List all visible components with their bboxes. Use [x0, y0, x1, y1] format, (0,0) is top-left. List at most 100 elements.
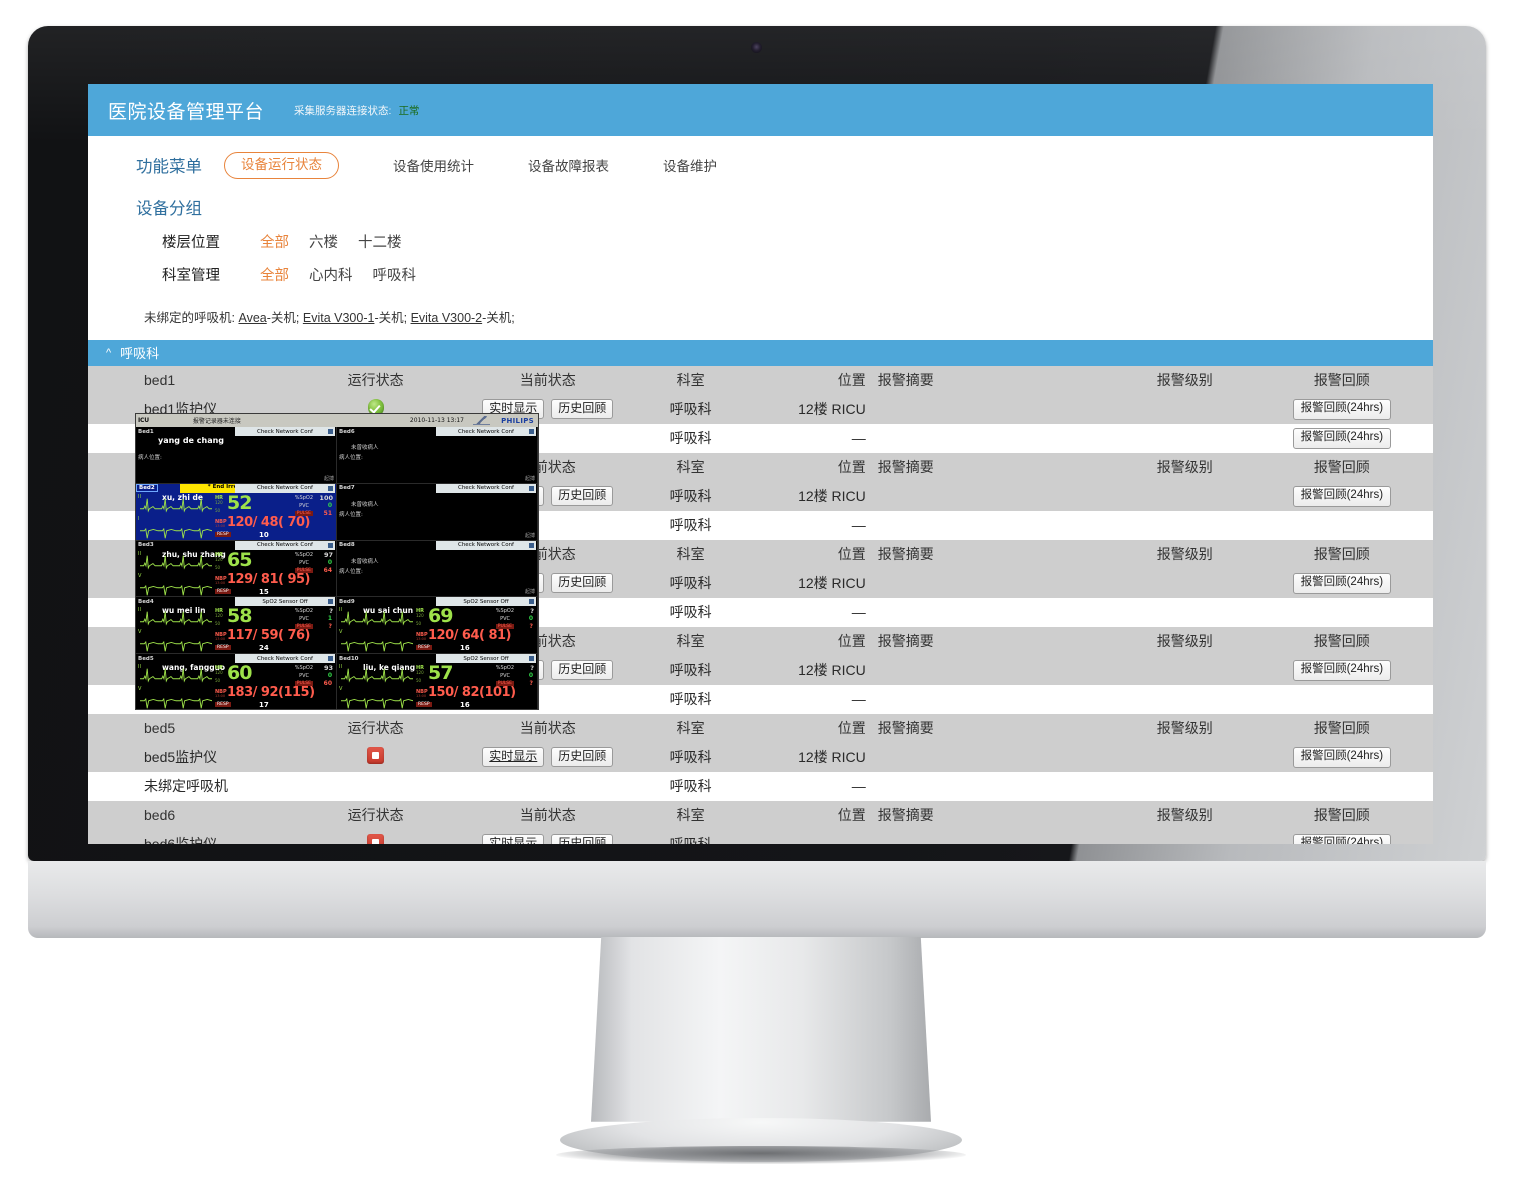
tab-device-usage-stats[interactable]: 设备使用统计 [393, 159, 474, 175]
unbound-device-avea[interactable]: Avea [238, 310, 267, 325]
alarm-review-cell [1250, 684, 1433, 714]
pvc-label: PVC [500, 673, 510, 680]
chevron-down-icon [328, 542, 333, 548]
filter-department-option-respiratory[interactable]: 呼吸科 [372, 267, 417, 284]
pvc-label: PVC [299, 616, 309, 623]
monitor-bed-tile[interactable]: Bed6 Check Network Conf 未曾收病人 病人位置: 起搏 [337, 427, 538, 484]
history-review-button[interactable]: 历史回顾 [551, 833, 614, 844]
tab-device-maintenance[interactable]: 设备维护 [663, 159, 717, 175]
hr-lower-limit: 50 [215, 564, 221, 570]
alarm-review-cell: 报警回顾(24hrs) [1250, 394, 1433, 424]
pvc-value: 0 [327, 501, 332, 509]
tile-config-dropdown[interactable]: SpO2 Sensor Off [436, 654, 536, 664]
alarm-review-24h-button[interactable]: 报警回顾(24hrs) [1292, 399, 1392, 420]
alarm-summary-cell [865, 655, 1119, 685]
tile-patient-location-label: 病人位置: [339, 568, 363, 575]
realtime-display-button[interactable]: 实时显示 [482, 746, 545, 768]
monitor-bed-tile[interactable]: Bed4 SpO2 Sensor Off wu mei lin II V HR 120 50 5… [136, 597, 337, 655]
hr-label: HR [215, 608, 224, 615]
tile-config-dropdown[interactable]: Check Network Conf [235, 483, 335, 493]
monitor-bed-tile[interactable]: Bed3 Check Network Conf zhu, shu zhang II V H… [136, 540, 337, 598]
hr-upper-limit: 120 [215, 613, 223, 619]
col-alarm-review: 报警回顾 [1250, 452, 1433, 482]
history-review-button[interactable]: 历史回顾 [551, 659, 614, 681]
col-department: 科室 [634, 800, 747, 830]
tile-config-dropdown[interactable]: SpO2 Sensor Off [235, 597, 335, 607]
alarm-level-cell [1118, 394, 1251, 424]
resp-label: RESP [215, 588, 231, 594]
ecg-waveform-lead2 [140, 575, 212, 597]
tile-bed-label: Bed8 [339, 542, 355, 549]
unbound-device-evita-v300-1[interactable]: Evita V300-1 [302, 310, 375, 325]
nbp-label: NBP [416, 632, 428, 639]
col-alarm-summary: 报警摘要 [865, 452, 1119, 482]
tile-vitals: HR 120 50 52 %SpO2 100 PVC 0 PULSE 51 NBP 13:00 120/… [213, 493, 335, 540]
alarm-review-24h-button[interactable]: 报警回顾(24hrs) [1292, 573, 1392, 594]
nbp-timestamp: 13:00 [215, 523, 226, 528]
filter-floor-option-all[interactable]: 全部 [260, 234, 289, 251]
filter-floor-option-6f[interactable]: 六楼 [309, 234, 338, 251]
tile-config-dropdown[interactable]: Check Network Conf [235, 654, 335, 664]
monitor-bed-tile[interactable]: Bed7 Check Network Conf 未曾收病人 病人位置: 起搏 [337, 483, 538, 541]
col-run-status: 运行状态 [290, 713, 461, 743]
tile-vitals: HR 120 50 69 %SpO2? PVC 0 PULSE? NBP 13:00 120/ 64… [414, 607, 536, 653]
hr-label: HR [416, 608, 425, 615]
monitor-bed-tile[interactable]: Bed8 Check Network Conf 未曾收病人 病人位置: 起搏 [337, 540, 538, 598]
tile-patient-location-label: 病人位置: [339, 455, 363, 461]
tile-config-dropdown[interactable]: Check Network Conf [235, 540, 335, 550]
tile-config-dropdown[interactable]: Check Network Conf [235, 427, 335, 436]
alarm-review-24h-button[interactable]: 报警回顾(24hrs) [1292, 428, 1392, 449]
history-review-button[interactable]: 历史回顾 [551, 746, 614, 768]
col-alarm-level: 报警级别 [1118, 800, 1251, 830]
filter-department-option-all[interactable]: 全部 [260, 267, 289, 284]
alarm-review-24h-button[interactable]: 报警回顾(24hrs) [1292, 834, 1392, 844]
pvc-label: PVC [500, 616, 510, 623]
page-title: 医院设备管理平台 [108, 101, 265, 123]
nbp-value: 117/ 59( 76) [227, 628, 311, 644]
location-cell: 12楼 RICU [746, 481, 866, 511]
monitor-bed-tile[interactable]: Bed9 SpO2 Sensor Off wu sai chun II V HR 120 50… [337, 597, 538, 655]
monitor-bed-tile[interactable]: Bed1 Check Network Conf yang de chang 病人位置:… [136, 427, 337, 484]
alarm-review-24h-button[interactable]: 报警回顾(24hrs) [1292, 747, 1392, 768]
tile-lead2-label: V [138, 686, 142, 693]
tile-lead1-label: II [339, 664, 342, 671]
alarm-review-24h-button[interactable]: 报警回顾(24hrs) [1292, 660, 1392, 681]
bed-label: bed1 [88, 365, 291, 395]
spo2-label: %SpO2 [495, 608, 514, 615]
tab-device-fault-report[interactable]: 设备故障报表 [528, 159, 609, 175]
tile-lead2-label: V [339, 686, 343, 693]
filter-department-option-cardiology[interactable]: 心内科 [309, 267, 353, 284]
monitor-bed-tile[interactable]: Bed5 Check Network Conf wang, fangguo II V HR… [136, 654, 337, 709]
nbp-label: NBP [215, 518, 227, 525]
philips-monitor-overlay[interactable]: ICU 报警记录器未连接 2010-11-13 13:17 PHILIPS Be… [135, 413, 539, 710]
status-ok-icon [367, 399, 384, 416]
pvc-label: PVC [299, 502, 309, 509]
alarm-review-24h-button[interactable]: 报警回顾(24hrs) [1292, 486, 1392, 507]
tile-config-dropdown[interactable]: Check Network Conf [436, 540, 536, 550]
spo2-label: %SpO2 [495, 665, 514, 672]
tile-config-dropdown[interactable]: SpO2 Sensor Off [436, 597, 536, 607]
ecg-waveform-lead1 [140, 496, 212, 518]
tile-vitals: HR 120 50 57 %SpO2? PVC 0 PULSE? NBP 13:00 150/ 82… [414, 664, 536, 709]
tile-bed-label: Bed7 [339, 485, 355, 492]
history-review-button[interactable]: 历史回顾 [551, 485, 614, 507]
location-cell: — [746, 510, 866, 540]
realtime-display-button[interactable]: 实时显示 [482, 833, 545, 844]
filter-floor-option-12f[interactable]: 十二楼 [358, 234, 402, 251]
monitor-bed-tile[interactable]: Bed10 SpO2 Sensor Off liu, ke qiang II V HR 12… [337, 654, 538, 709]
tile-config-dropdown[interactable]: Check Network Conf [436, 427, 536, 436]
col-location: 位置 [746, 800, 866, 830]
alarm-level-cell [1118, 481, 1251, 511]
tile-bed-label: Bed5 [138, 655, 154, 662]
alarm-level-cell [1118, 655, 1251, 685]
menu-band: 功能菜单 设备运行状态 设备使用统计 设备故障报表 设备维护 设备分组 楼层位置… [88, 136, 1433, 326]
alarm-review-cell: 报警回顾(24hrs) [1250, 568, 1433, 598]
unbound-device-evita-v300-2[interactable]: Evita V300-2 [410, 310, 483, 325]
tab-device-run-status[interactable]: 设备运行状态 [224, 152, 339, 179]
history-review-button[interactable]: 历史回顾 [551, 572, 614, 594]
section-header-respiratory[interactable]: ^ 呼吸科 [88, 339, 1433, 366]
history-review-button[interactable]: 历史回顾 [551, 398, 614, 420]
tile-config-dropdown[interactable]: Check Network Conf [436, 483, 536, 493]
monitor-bed-tile[interactable]: Bed2* End Irregular HRCheck Network Conf… [136, 483, 337, 541]
pulse-value: 60 [323, 680, 332, 688]
